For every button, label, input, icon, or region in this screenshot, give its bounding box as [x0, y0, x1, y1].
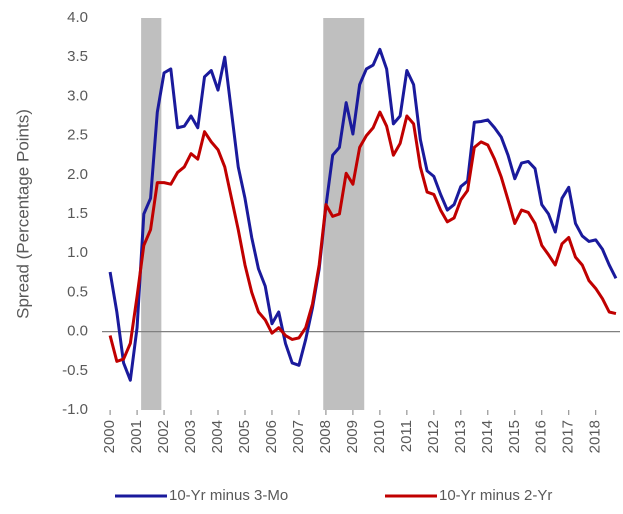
y-tick-label: 1.0: [67, 244, 88, 261]
x-tick-label: 2006: [263, 420, 280, 453]
x-tick-label: 2001: [128, 420, 145, 453]
recession-band: [323, 18, 365, 410]
y-tick-label: 0.5: [67, 283, 88, 300]
x-tick-label: 2017: [560, 420, 577, 453]
y-tick-label: -1.0: [62, 401, 88, 418]
x-tick-label: 2013: [452, 420, 469, 453]
y-tick-label: 4.0: [67, 9, 88, 26]
x-tick-label: 2002: [155, 420, 172, 453]
x-tick-label: 2008: [317, 420, 334, 453]
x-tick-label: 2003: [182, 420, 199, 453]
series-line: [108, 47, 618, 382]
x-tick-label: 2009: [344, 420, 361, 453]
x-tick-label: 2014: [479, 420, 496, 453]
x-tick-label: 2018: [587, 420, 604, 453]
x-tick-label: 2007: [290, 420, 307, 453]
y-axis-label: Spread (Percentage Points): [13, 109, 32, 319]
y-tick-label: 3.0: [67, 87, 88, 104]
x-tick-label: 2011: [398, 420, 415, 452]
x-tick-label: 2004: [209, 420, 226, 453]
x-tick-label: 2015: [506, 420, 523, 453]
series-line: [108, 110, 617, 363]
x-tick-label: 2005: [236, 420, 253, 453]
y-tick-label: 3.5: [67, 48, 88, 65]
x-tick-label: 2012: [425, 420, 442, 453]
x-tick-label: 2016: [533, 420, 550, 453]
legend-label: 10-Yr minus 3-Mo: [169, 487, 288, 504]
y-tick-label: 2.5: [67, 127, 88, 144]
legend-label: 10-Yr minus 2-Yr: [439, 487, 552, 504]
y-tick-label: -0.5: [62, 362, 88, 379]
y-tick-label: 1.5: [67, 205, 88, 222]
y-tick-label: 0.0: [67, 323, 88, 340]
x-tick-label: 2000: [101, 420, 118, 453]
y-tick-label: 2.0: [67, 166, 88, 183]
x-tick-label: 2010: [371, 420, 388, 453]
